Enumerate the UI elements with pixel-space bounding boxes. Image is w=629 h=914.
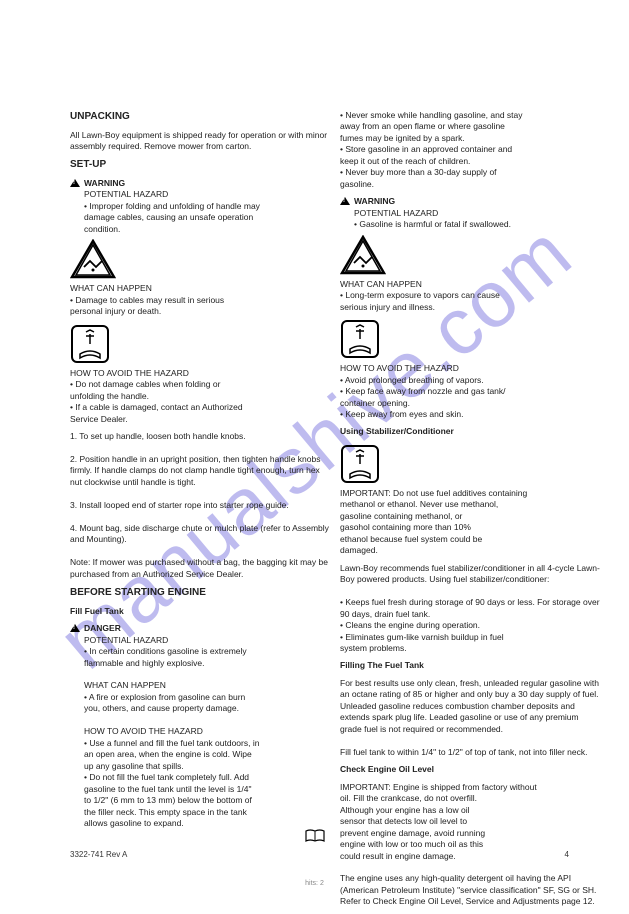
warning-body: POTENTIAL HAZARD • Improper folding and … (84, 189, 260, 235)
setup-steps: 1. To set up handle, loosen both handle … (70, 431, 330, 580)
danger-triangle-icon (70, 624, 80, 632)
manual-box-icon (70, 324, 330, 364)
warning-triangle-icon (340, 197, 350, 205)
left-column: UNPACKING All Lawn-Boy equipment is ship… (70, 110, 330, 834)
hit-counter: hits: 2 (305, 880, 324, 887)
warning-gasoline: WARNING POTENTIAL HAZARD • Gasoline is h… (340, 196, 600, 230)
warning-body: POTENTIAL HAZARD • Gasoline is harmful o… (354, 208, 511, 231)
hazard-triangle-icon (70, 239, 330, 279)
avoid-hazard-body: HOW TO AVOID THE HAZARD • Do not damage … (70, 368, 330, 425)
book-open-icon (305, 829, 325, 848)
heading-unpacking: UNPACKING (70, 110, 330, 124)
hazard-triangle-icon (340, 235, 600, 275)
right-column: • Never smoke while handling gasoline, a… (340, 110, 600, 914)
stabilizer-body: Lawn-Boy recommends fuel stabilizer/cond… (340, 563, 600, 655)
danger-label: DANGER (84, 623, 121, 633)
footer: 3322-741 Rev A 4 (70, 850, 569, 859)
filling-body: For best results use only clean, fresh, … (340, 678, 600, 758)
avoid-hazard-body-right: HOW TO AVOID THE HAZARD • Avoid prolonge… (340, 363, 600, 420)
danger-body: POTENTIAL HAZARD • In certain conditions… (84, 635, 259, 830)
document-page: manualshive.com UNPACKING All Lawn-Boy e… (0, 0, 629, 893)
warning-setup: WARNING POTENTIAL HAZARD • Improper fold… (70, 178, 330, 235)
hazard-tri-body: WHAT CAN HAPPEN • Damage to cables may r… (70, 283, 330, 317)
hazard-tri-body-right: WHAT CAN HAPPEN • Long-term exposure to … (340, 279, 600, 313)
footer-page-number: 4 (565, 850, 569, 859)
important-box-icon (340, 444, 600, 484)
heading-setup: SET-UP (70, 158, 330, 172)
subheading-stabilizer: Using Stabilizer/Conditioner (340, 426, 600, 437)
subheading-fuel: Fill Fuel Tank (70, 606, 330, 617)
warning-label: WARNING (354, 196, 395, 206)
warning-label: WARNING (84, 178, 125, 188)
para-unpacking: All Lawn-Boy equipment is shipped ready … (70, 130, 330, 153)
danger-fuel: DANGER POTENTIAL HAZARD • In certain con… (70, 623, 330, 829)
subheading-oil: Check Engine Oil Level (340, 764, 600, 775)
subheading-filling: Filling The Fuel Tank (340, 660, 600, 671)
warning-triangle-icon (70, 179, 80, 187)
footer-doc-id: 3322-741 Rev A (70, 850, 127, 859)
oil-body: IMPORTANT: Engine is shipped from factor… (340, 782, 600, 908)
heading-before-starting: BEFORE STARTING ENGINE (70, 586, 330, 600)
important-body: IMPORTANT: Do not use fuel additives con… (340, 488, 600, 557)
manual-box-icon (340, 319, 600, 359)
fuel-bullets: • Never smoke while handling gasoline, a… (340, 110, 600, 190)
